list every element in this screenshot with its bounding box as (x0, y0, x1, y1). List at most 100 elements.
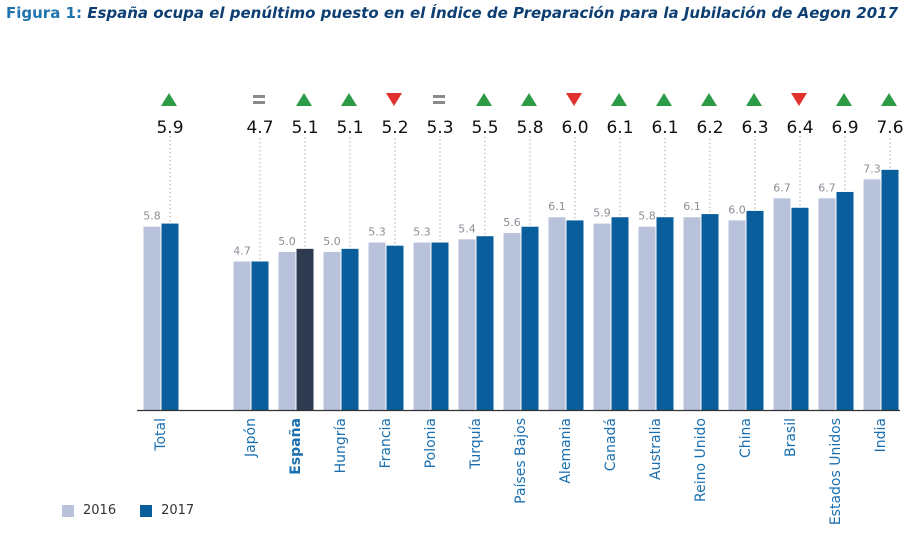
trend-up-icon (296, 93, 312, 106)
bar-2017 (296, 248, 314, 410)
bar-2017 (746, 210, 764, 410)
bar-2016 (413, 242, 431, 410)
category-label: Reino Unido (693, 418, 709, 502)
bar-2016 (233, 261, 251, 410)
trend-up-icon (161, 93, 177, 106)
bar-2016 (728, 220, 746, 410)
trend-down-icon (791, 93, 807, 106)
value-label-2016: 7.3 (863, 162, 881, 175)
trend-up-icon (881, 93, 897, 106)
top-value-label: 6.3 (741, 118, 768, 138)
category-label: Total (153, 418, 169, 452)
category-label: Polonia (423, 418, 439, 468)
top-value-label: 6.9 (831, 118, 858, 138)
bar-2017 (161, 223, 179, 410)
top-value-label: 4.7 (246, 118, 273, 138)
bar-2016 (683, 217, 701, 410)
top-value-label: 6.1 (651, 118, 678, 138)
bar-2016 (278, 252, 296, 410)
trend-up-icon (341, 93, 357, 106)
category-label: India (873, 418, 889, 452)
value-label-2016: 5.3 (413, 226, 431, 239)
value-label-2016: 5.6 (503, 216, 521, 229)
bar-2016 (143, 226, 161, 410)
top-value-label: 5.9 (156, 118, 183, 138)
bar-2017 (791, 207, 809, 410)
top-value-label: 6.2 (696, 118, 723, 138)
value-label-2016: 6.7 (818, 181, 836, 194)
category-label: Hungría (333, 418, 349, 473)
figure-title-text: España ocupa el penúltimo puesto en el Í… (87, 4, 899, 22)
trend-up-icon (611, 93, 627, 106)
legend-swatch-2016 (62, 504, 74, 517)
value-label-2016: 6.0 (728, 203, 746, 216)
bar-2017 (431, 242, 449, 410)
value-label-2016: 4.7 (233, 244, 251, 257)
bar-2016 (368, 242, 386, 410)
value-label-2016: 6.7 (773, 181, 791, 194)
trend-equal-icon (433, 95, 445, 98)
category-label: Países Bajos (513, 418, 529, 504)
bar-2017 (476, 236, 494, 410)
trend-up-icon (836, 93, 852, 106)
top-value-label: 5.2 (381, 118, 408, 138)
value-label-2016: 5.8 (143, 210, 161, 223)
bar-2016 (323, 252, 341, 410)
value-label-2016: 5.0 (323, 235, 341, 248)
top-value-label: 6.0 (561, 118, 588, 138)
trend-up-icon (656, 93, 672, 106)
category-label: Japón (243, 418, 259, 458)
legend-item-2017: 2017 (140, 503, 194, 518)
top-value-label: 5.8 (516, 118, 543, 138)
category-label: Francia (378, 418, 394, 468)
bar-2016 (548, 217, 566, 410)
bar-2016 (863, 179, 881, 410)
value-label-2016: 5.0 (278, 235, 296, 248)
trend-up-icon (701, 93, 717, 106)
trend-equal-icon (253, 101, 265, 104)
legend-label-2016: 2016 (83, 503, 117, 518)
figure-title: Figura 1: España ocupa el penúltimo pues… (6, 3, 898, 23)
legend-item-2016: 2016 (62, 503, 116, 518)
category-label: Estados Unidos (828, 418, 844, 525)
trend-down-icon (386, 93, 402, 106)
bar-2017 (656, 217, 674, 410)
category-label: Canadá (603, 418, 619, 471)
bar-2016 (458, 239, 476, 410)
top-value-label: 5.3 (426, 118, 453, 138)
bar-2017 (251, 261, 269, 410)
category-label: Australia (648, 418, 664, 480)
bar-2016 (503, 233, 521, 410)
bar-2017 (386, 245, 404, 410)
bar-2017 (566, 220, 584, 410)
top-value-label: 7.6 (876, 118, 903, 138)
top-value-label: 5.1 (291, 118, 318, 138)
top-value-label: 5.1 (336, 118, 363, 138)
trend-up-icon (521, 93, 537, 106)
trend-down-icon (566, 93, 582, 106)
bar-2017 (611, 217, 629, 410)
value-label-2016: 5.8 (638, 210, 656, 223)
top-value-label: 6.4 (786, 118, 813, 138)
category-label: China (738, 418, 754, 458)
bar-2017 (521, 226, 539, 410)
value-label-2016: 5.3 (368, 226, 386, 239)
trend-up-icon (476, 93, 492, 106)
figure-label: Figura 1: (6, 4, 82, 22)
category-label: España (288, 418, 304, 475)
value-label-2016: 6.1 (548, 200, 566, 213)
bar-2017 (836, 191, 854, 410)
bar-2016 (593, 223, 611, 410)
legend: 2016 2017 (62, 503, 218, 518)
value-label-2016: 6.1 (683, 200, 701, 213)
bar-2017 (341, 248, 359, 410)
bar-2017 (701, 214, 719, 410)
value-label-2016: 5.4 (458, 222, 476, 235)
trend-equal-icon (253, 95, 265, 98)
category-label: Alemania (558, 418, 574, 484)
bar-2016 (773, 198, 791, 410)
category-label: Turquía (468, 418, 484, 470)
top-value-label: 5.5 (471, 118, 498, 138)
